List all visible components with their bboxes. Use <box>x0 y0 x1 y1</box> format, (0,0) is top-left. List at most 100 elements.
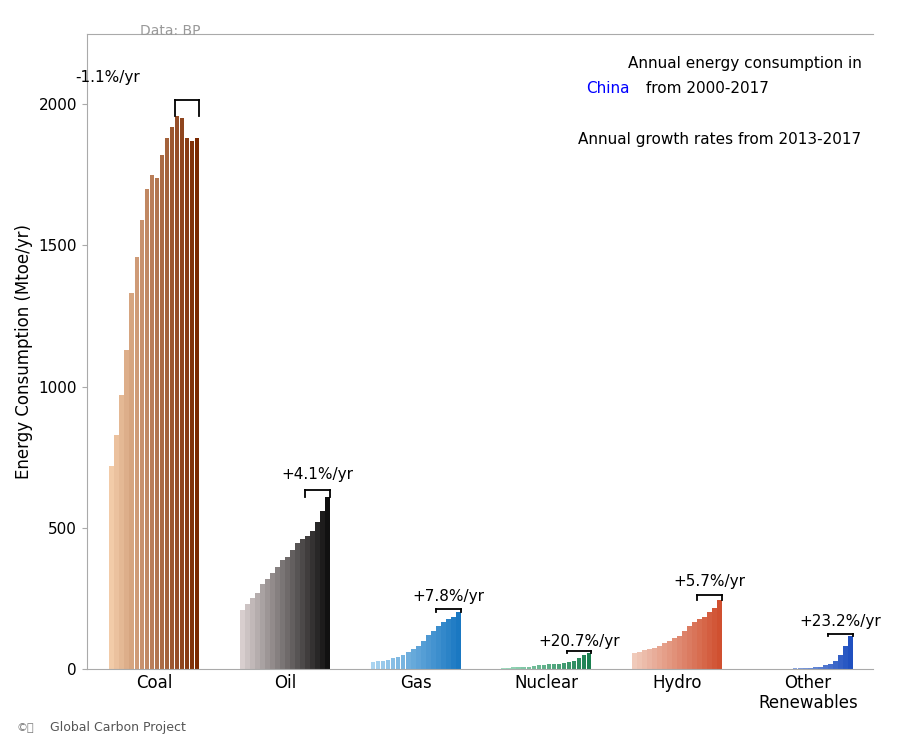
Bar <box>326 496 330 669</box>
Bar <box>717 600 722 669</box>
Bar <box>507 668 511 669</box>
Bar <box>521 667 526 669</box>
Bar <box>145 189 149 669</box>
Bar <box>320 511 325 669</box>
Bar <box>692 622 697 669</box>
Bar <box>682 631 687 669</box>
Bar <box>642 650 647 669</box>
Bar <box>266 578 270 669</box>
Bar <box>400 655 406 669</box>
Bar <box>170 127 175 669</box>
Bar <box>155 178 159 669</box>
Bar <box>843 646 848 669</box>
Bar <box>848 637 853 669</box>
Bar <box>180 118 184 669</box>
Bar <box>175 116 179 669</box>
Bar <box>587 653 591 669</box>
Bar <box>194 138 200 669</box>
Bar <box>567 662 572 669</box>
Bar <box>672 638 677 669</box>
Bar <box>275 567 280 669</box>
Bar <box>546 664 551 669</box>
Text: +20.7%/yr: +20.7%/yr <box>538 634 620 649</box>
Bar <box>552 664 556 669</box>
Bar <box>632 653 636 669</box>
Bar <box>140 220 144 669</box>
Bar <box>295 543 300 669</box>
Text: +5.7%/yr: +5.7%/yr <box>674 574 746 590</box>
Bar <box>371 662 375 669</box>
Bar <box>184 138 189 669</box>
Text: +4.1%/yr: +4.1%/yr <box>282 467 354 482</box>
Bar <box>808 668 813 669</box>
Bar <box>255 592 260 669</box>
Text: +7.8%/yr: +7.8%/yr <box>412 589 484 604</box>
Bar <box>557 664 562 669</box>
Bar <box>647 649 652 669</box>
Bar <box>436 626 441 669</box>
Bar <box>511 668 516 669</box>
Bar <box>838 655 842 669</box>
Bar <box>451 616 455 669</box>
Bar <box>698 620 702 669</box>
Bar <box>713 608 717 669</box>
Text: Annual growth rates from 2013-2017: Annual growth rates from 2013-2017 <box>579 132 861 147</box>
Bar <box>165 138 169 669</box>
Bar <box>110 466 114 669</box>
Bar <box>386 659 391 669</box>
Bar <box>426 635 430 669</box>
Bar <box>702 616 707 669</box>
Bar <box>833 661 838 669</box>
Bar <box>406 652 410 669</box>
Bar <box>416 646 420 669</box>
Bar <box>678 635 682 669</box>
Bar <box>301 539 305 669</box>
Bar <box>667 640 671 669</box>
Bar <box>501 668 506 669</box>
Bar <box>315 522 320 669</box>
Bar <box>245 604 249 669</box>
Bar <box>688 626 692 669</box>
Bar <box>270 573 274 669</box>
Bar <box>446 620 451 669</box>
Bar <box>124 350 129 669</box>
Bar <box>526 667 531 669</box>
Bar <box>260 584 265 669</box>
Bar <box>532 666 536 669</box>
Bar <box>517 668 521 669</box>
Bar <box>240 610 245 669</box>
Bar <box>542 665 546 669</box>
Text: +23.2%/yr: +23.2%/yr <box>799 614 881 629</box>
Bar <box>431 631 436 669</box>
Bar <box>375 662 381 669</box>
Bar <box>381 661 385 669</box>
Bar <box>285 557 290 669</box>
Bar <box>581 656 587 669</box>
Bar <box>577 658 581 669</box>
Bar <box>536 665 541 669</box>
Text: -1.1%/yr: -1.1%/yr <box>76 70 140 85</box>
Bar <box>149 175 154 669</box>
Bar <box>572 661 576 669</box>
Y-axis label: Energy Consumption (Mtoe/yr): Energy Consumption (Mtoe/yr) <box>15 224 33 478</box>
Bar <box>250 598 255 669</box>
Bar <box>396 657 400 669</box>
Text: Annual energy consumption in: Annual energy consumption in <box>627 56 861 71</box>
Bar <box>823 665 828 669</box>
Text: Global Carbon Project: Global Carbon Project <box>50 721 185 734</box>
Bar <box>662 644 667 669</box>
Bar <box>818 667 823 669</box>
Bar <box>159 155 165 669</box>
Text: ©ⓘ: ©ⓘ <box>16 724 34 734</box>
Bar <box>652 648 657 669</box>
Text: China: China <box>586 82 630 97</box>
Bar <box>828 664 832 669</box>
Bar <box>637 652 642 669</box>
Bar <box>190 141 194 669</box>
Bar <box>707 613 712 669</box>
Bar <box>280 560 285 669</box>
Bar <box>134 256 140 669</box>
Bar <box>120 395 124 669</box>
Bar <box>411 649 416 669</box>
Text: Data: BP: Data: BP <box>140 24 200 38</box>
